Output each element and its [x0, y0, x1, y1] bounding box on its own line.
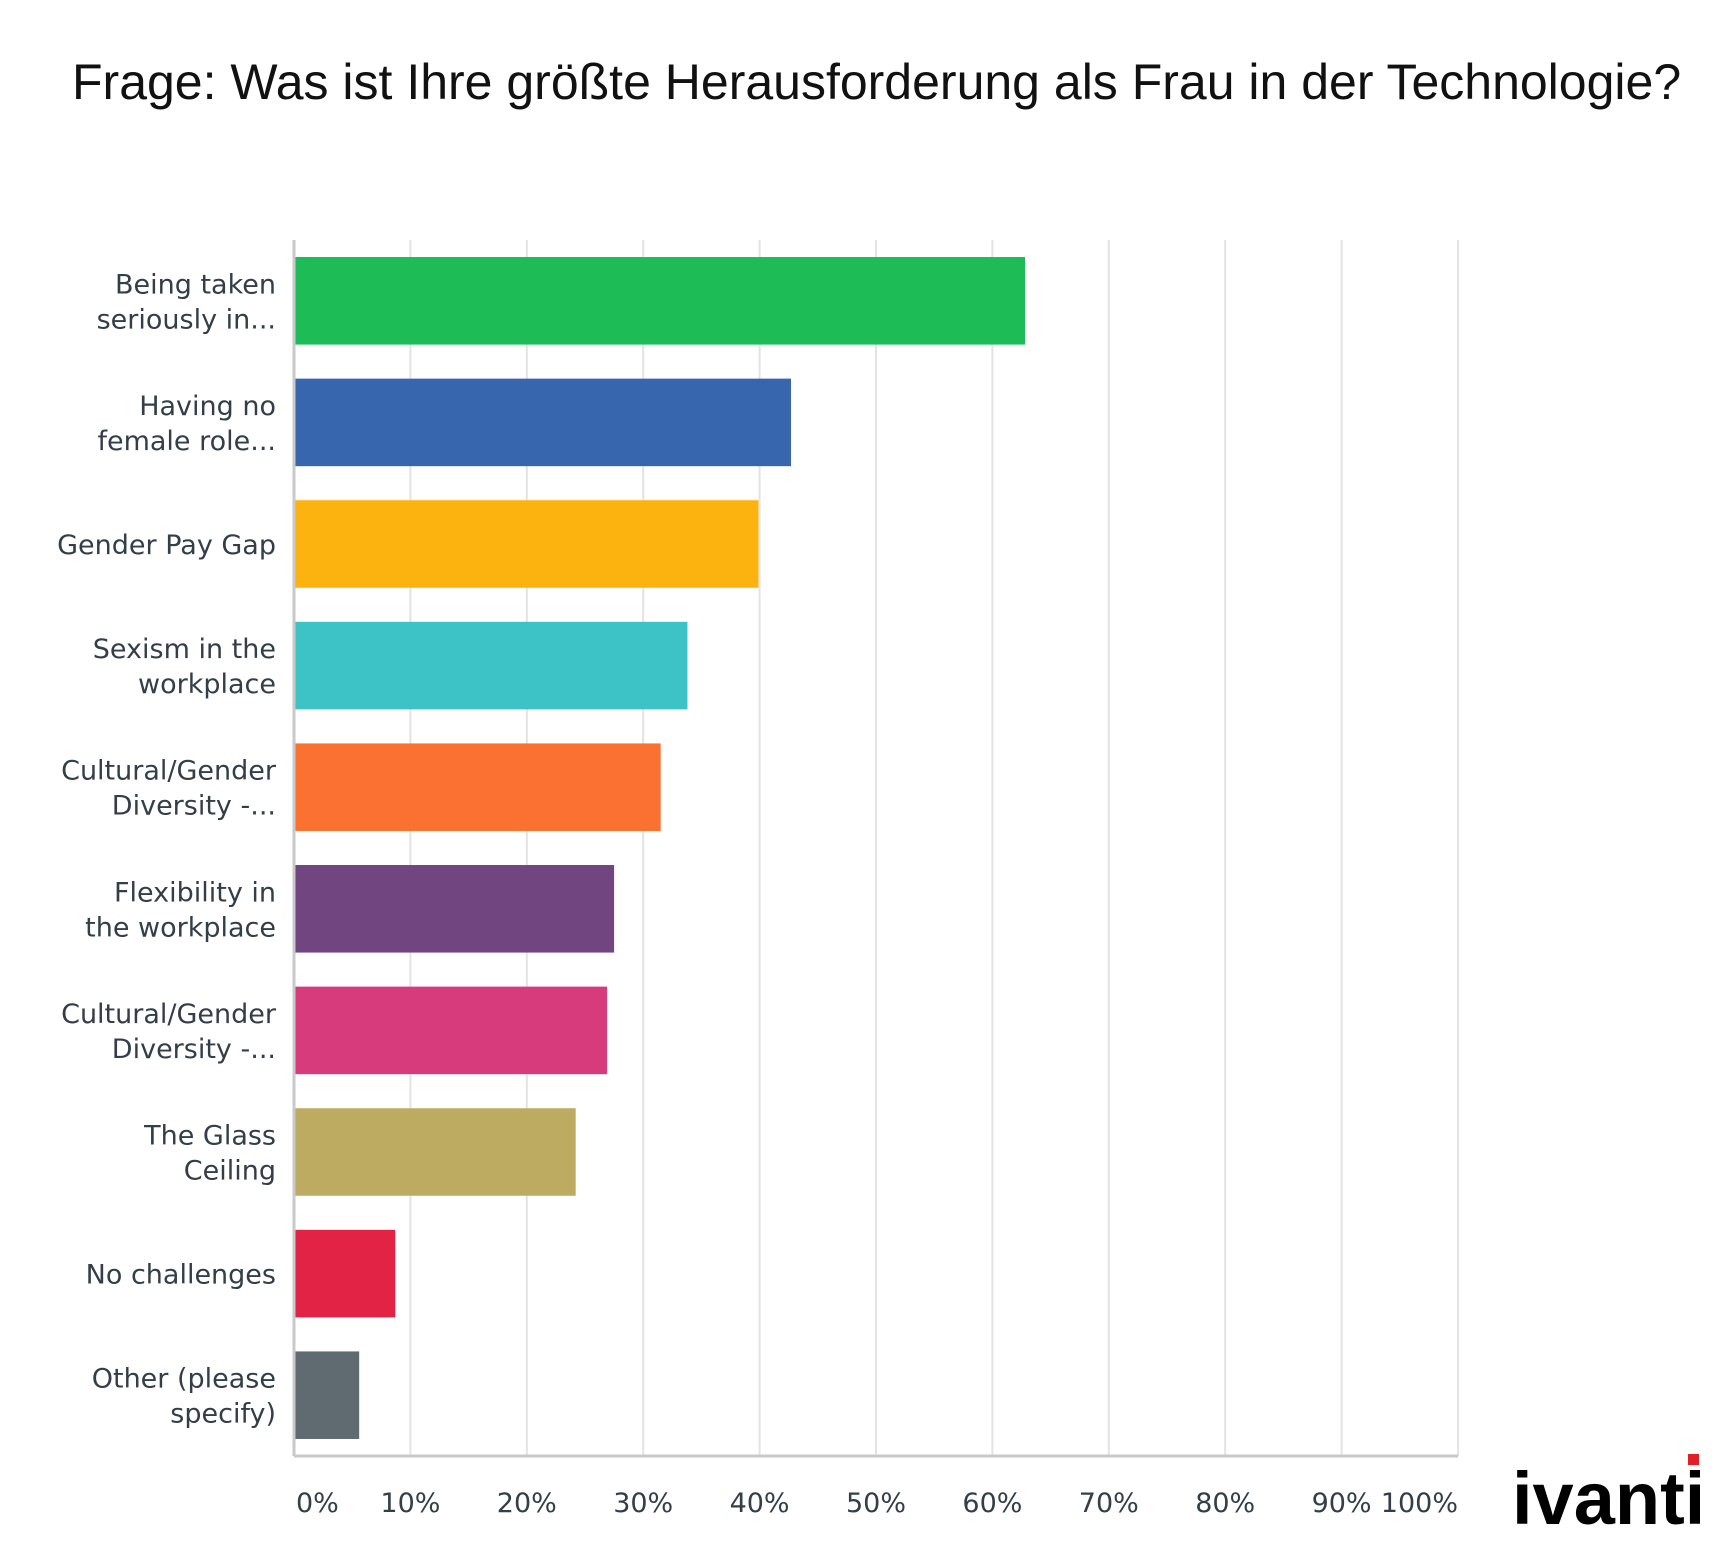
bar	[294, 500, 759, 588]
x-tick-labels: 0% 10% 20% 30% 40% 50% 60% 70% 80% 90% 100%	[296, 1488, 1458, 1519]
x-tick-label: 50%	[846, 1488, 906, 1519]
category-label: Cultural/Gender Diversity -...	[61, 756, 277, 822]
bar	[294, 1108, 576, 1196]
x-tick-label: 60%	[962, 1488, 1022, 1519]
logo-text: ivanti	[1512, 1457, 1700, 1536]
bar	[294, 865, 615, 953]
category-label: No challenges	[86, 1260, 276, 1291]
axes	[292, 240, 1458, 1458]
x-tick-label: 0%	[296, 1488, 339, 1519]
x-tick-label: 30%	[613, 1488, 673, 1519]
x-tick-label: 90%	[1312, 1488, 1372, 1519]
bar	[294, 378, 792, 467]
x-tick-label: 100%	[1381, 1488, 1458, 1519]
category-label: Gender Pay Gap	[57, 530, 276, 561]
ivanti-logo: ivanti	[1512, 1454, 1700, 1536]
bars	[294, 257, 1025, 1439]
x-tick-label: 40%	[730, 1488, 790, 1519]
x-tick-label: 20%	[497, 1488, 557, 1519]
bar	[294, 257, 1025, 345]
category-label: Having no female role...	[97, 391, 276, 457]
category-label: Flexibility in the workplace	[85, 877, 276, 943]
category-label: Sexism in the workplace	[93, 634, 276, 700]
bar	[294, 1229, 396, 1318]
category-label: Cultural/Gender Diversity -...	[61, 999, 277, 1065]
bar	[294, 986, 608, 1075]
bar	[294, 743, 661, 831]
logo-accent-mark	[1688, 1454, 1699, 1465]
category-label: Being taken seriously in...	[97, 269, 276, 335]
bar	[294, 1351, 360, 1439]
category-labels: Being taken seriously in... Having no femal…	[57, 269, 277, 1429]
category-label: The Glass Ceiling	[143, 1121, 276, 1187]
page-title: Frage: Was ist Ihre größte Herausforderu…	[72, 54, 1682, 110]
x-tick-label: 70%	[1079, 1488, 1139, 1519]
bar	[294, 621, 688, 710]
x-tick-label: 10%	[380, 1488, 440, 1519]
x-tick-label: 80%	[1195, 1488, 1255, 1519]
category-label: Other (please specify)	[92, 1364, 276, 1430]
